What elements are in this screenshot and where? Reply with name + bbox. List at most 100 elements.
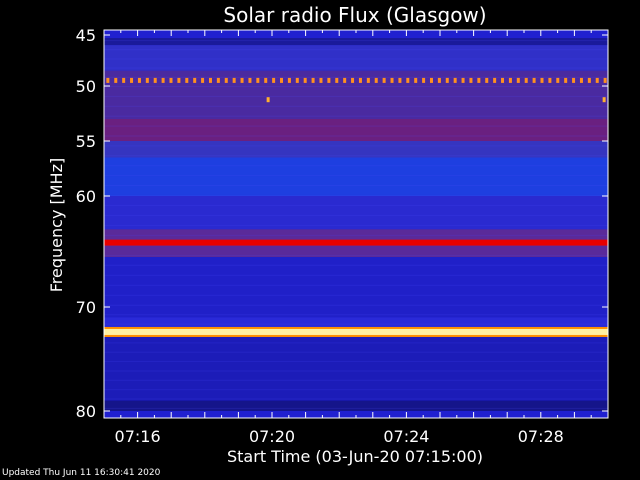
streak bbox=[104, 95, 608, 97]
y-tick-label: 60 bbox=[76, 187, 96, 206]
pulse-point bbox=[153, 77, 157, 83]
spike-point bbox=[602, 97, 606, 103]
streak bbox=[104, 67, 608, 69]
pulse-point bbox=[264, 77, 268, 83]
streak bbox=[104, 86, 608, 87]
streak bbox=[104, 49, 608, 51]
pulse-point bbox=[327, 77, 331, 83]
y-tick-label: 50 bbox=[76, 77, 96, 96]
x-axis: 07:16 07:20 07:24 07:28 bbox=[103, 30, 609, 446]
streak bbox=[104, 214, 608, 216]
x-tick-label: 07:24 bbox=[383, 427, 429, 446]
pulse-point bbox=[524, 77, 528, 83]
y-tick-label: 55 bbox=[76, 132, 96, 151]
pulse-point bbox=[587, 77, 591, 83]
pulse-point bbox=[358, 77, 362, 83]
streak bbox=[104, 234, 608, 236]
pulse-point bbox=[137, 77, 141, 83]
band-11 bbox=[104, 400, 608, 411]
streak bbox=[104, 155, 608, 157]
pulse-point bbox=[145, 77, 149, 83]
spike-point bbox=[266, 97, 270, 103]
y-tick-label: 45 bbox=[76, 26, 96, 45]
streak bbox=[104, 165, 608, 167]
streak bbox=[104, 224, 608, 226]
pulse-point bbox=[208, 77, 212, 83]
streak bbox=[104, 254, 608, 256]
streak bbox=[104, 294, 608, 296]
pulse-point bbox=[422, 77, 426, 83]
pulse-point bbox=[445, 77, 449, 83]
pulse-point bbox=[390, 77, 394, 83]
pulse-point bbox=[516, 77, 520, 83]
streak bbox=[104, 370, 608, 372]
band-4 bbox=[104, 141, 608, 158]
pulse-point bbox=[414, 77, 418, 83]
pulse-point bbox=[106, 77, 110, 83]
pulse-point bbox=[319, 77, 323, 83]
pulse-point bbox=[232, 77, 236, 83]
streak bbox=[104, 274, 608, 276]
pulse-point bbox=[295, 77, 299, 83]
pulse-point bbox=[382, 77, 386, 83]
y-tick-label: 80 bbox=[76, 402, 96, 421]
pulse-point bbox=[572, 77, 576, 83]
pulse-point bbox=[272, 77, 276, 83]
streak bbox=[104, 115, 608, 117]
pulse-point bbox=[556, 77, 560, 83]
streak bbox=[104, 125, 608, 127]
pulse-point bbox=[579, 77, 583, 83]
pulse-point bbox=[130, 77, 134, 83]
pulse-point bbox=[201, 77, 205, 83]
pulse-point bbox=[493, 77, 497, 83]
x-axis-label: Start Time (03-Jun-20 07:15:00) bbox=[227, 447, 483, 466]
pulse-point bbox=[429, 77, 433, 83]
pulse-point bbox=[595, 77, 599, 83]
streak bbox=[104, 389, 608, 391]
streak bbox=[104, 145, 608, 147]
pulse-point bbox=[485, 77, 489, 83]
pulse-point bbox=[161, 77, 165, 83]
streak bbox=[104, 175, 608, 177]
pulse-point bbox=[398, 77, 402, 83]
pulse-point bbox=[248, 77, 252, 83]
streak bbox=[104, 361, 608, 363]
streak bbox=[104, 379, 608, 381]
pulse-point bbox=[532, 77, 536, 83]
streak bbox=[104, 194, 608, 196]
pulse-point bbox=[122, 77, 126, 83]
x-tick-label: 07:28 bbox=[518, 427, 564, 446]
pulse-point bbox=[603, 77, 607, 83]
streak bbox=[104, 135, 608, 137]
pulse-point bbox=[469, 77, 473, 83]
pulse-point bbox=[280, 77, 284, 83]
streak bbox=[104, 304, 608, 306]
band-10 bbox=[104, 333, 608, 401]
pulse-point bbox=[216, 77, 220, 83]
streak bbox=[104, 323, 608, 325]
plot-area bbox=[103, 29, 609, 419]
line-1 bbox=[104, 328, 608, 335]
pulse-point bbox=[508, 77, 512, 83]
x-tick-label: 07:16 bbox=[115, 427, 161, 446]
streak bbox=[104, 40, 608, 42]
pulse-point bbox=[548, 77, 552, 83]
pulse-point bbox=[287, 77, 291, 83]
pulse-point bbox=[351, 77, 355, 83]
streak bbox=[104, 351, 608, 353]
band-5 bbox=[104, 157, 608, 196]
pulse-point bbox=[453, 77, 457, 83]
band-1 bbox=[104, 45, 608, 71]
streak bbox=[104, 76, 608, 78]
pulse-point bbox=[335, 77, 339, 83]
pulse-point bbox=[477, 77, 481, 83]
pulse-point bbox=[540, 77, 544, 83]
pulse-point bbox=[185, 77, 189, 83]
pulse-point bbox=[177, 77, 181, 83]
streak bbox=[104, 342, 608, 344]
pulse-point bbox=[256, 77, 260, 83]
streak bbox=[104, 314, 608, 316]
chart-title: Solar radio Flux (Glasgow) bbox=[223, 3, 486, 27]
pulse-point bbox=[406, 77, 410, 83]
